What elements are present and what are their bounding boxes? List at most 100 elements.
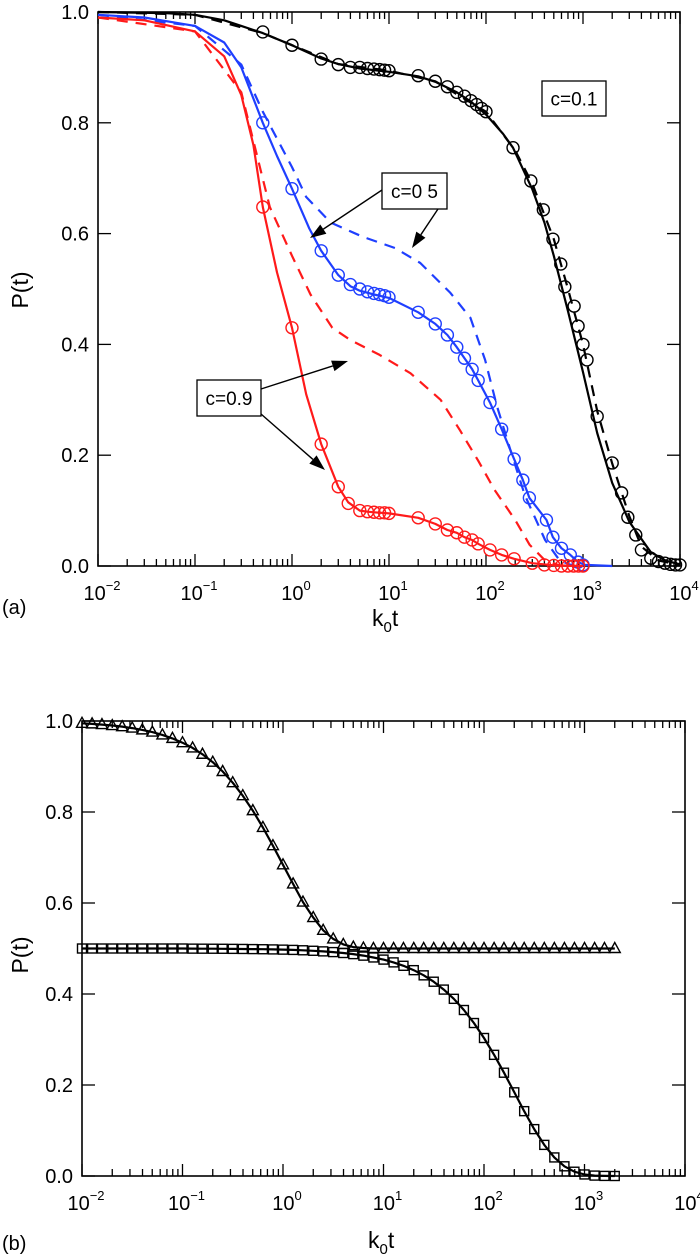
triangle-marker <box>276 857 290 870</box>
series-c01-solid <box>97 10 681 566</box>
x-tick-label: 104 <box>669 578 698 605</box>
triangle-marker <box>557 941 572 954</box>
triangle-marker <box>356 940 371 953</box>
line-c05-solid <box>97 13 613 568</box>
triangle-marker <box>497 941 511 954</box>
square-marker <box>569 1166 580 1177</box>
x-tick-exponent: 4 <box>692 578 699 593</box>
square-marker <box>478 1032 490 1044</box>
square-marker <box>609 1170 620 1182</box>
y-tick-label: 0.6 <box>61 224 89 246</box>
circle-marker <box>590 409 604 424</box>
x-tick-base: 10 <box>168 1193 190 1215</box>
panel-b: (b) P(t) k0t 10−210−11001011021031040.00… <box>2 711 700 1258</box>
triangle-marker <box>165 730 180 744</box>
triangle-marker <box>326 931 340 944</box>
triangle-marker <box>296 894 310 907</box>
square-marker <box>317 946 329 957</box>
circle-marker <box>411 511 425 525</box>
annotation-0: c=0.1 <box>541 80 607 117</box>
triangle-marker <box>256 820 270 833</box>
square-marker <box>187 943 198 954</box>
triangle-marker <box>246 803 260 816</box>
series-squares <box>76 943 620 1182</box>
triangle-marker <box>206 754 220 767</box>
circle-marker <box>605 456 619 470</box>
x-title-main: k <box>368 1227 380 1253</box>
arrow-head-icon <box>412 231 426 248</box>
triangle-marker <box>145 724 160 737</box>
triangle-marker <box>95 717 109 730</box>
circle-marker <box>483 543 497 557</box>
triangle-marker <box>587 941 602 954</box>
circle-marker <box>331 480 345 494</box>
circle-marker <box>546 530 560 544</box>
square-marker <box>368 952 379 963</box>
x-tick-base: 10 <box>473 1193 495 1215</box>
line-squares <box>82 947 615 1178</box>
square-marker <box>207 943 218 954</box>
square-marker <box>76 943 88 954</box>
x-tick-base: 10 <box>669 583 691 605</box>
square-marker <box>297 945 309 956</box>
x-tick-label: 101 <box>378 578 407 605</box>
annotation-label: c=0.1 <box>550 90 597 111</box>
triangle-marker <box>477 941 491 954</box>
circle-marker <box>256 200 270 214</box>
circle-marker <box>479 105 493 119</box>
circle-marker <box>465 362 479 377</box>
annotation-1: c=0 5 <box>310 172 448 248</box>
square-marker <box>559 1161 570 1172</box>
x-title-sub: 0 <box>384 619 392 636</box>
triangle-marker <box>537 941 551 954</box>
triangle-marker <box>407 941 421 954</box>
arrow-line <box>420 208 439 236</box>
triangle-marker <box>346 939 361 952</box>
square-marker <box>237 943 248 955</box>
circle-marker <box>353 282 367 296</box>
x-tick-label: 103 <box>574 1188 603 1215</box>
circle-marker <box>372 62 387 77</box>
arrow-head-icon <box>331 360 348 372</box>
circle-marker <box>634 543 649 557</box>
square-marker <box>116 943 128 954</box>
circle-marker <box>450 85 464 100</box>
circle-marker <box>539 513 554 527</box>
triangle-marker <box>467 941 481 954</box>
y-tick-label: 1.0 <box>61 2 89 24</box>
circle-marker <box>644 551 658 565</box>
annotation-2: c=0.9 <box>196 360 348 470</box>
arrow-head-icon <box>310 224 327 238</box>
series-c05-solid <box>97 13 613 568</box>
x-tick-exponent: −1 <box>190 1188 205 1203</box>
arrow-line <box>260 413 314 460</box>
triangle-marker <box>236 788 250 801</box>
circle-marker <box>372 506 387 520</box>
x-tick-label: 104 <box>674 1188 700 1215</box>
x-tick-base: 10 <box>572 583 594 605</box>
triangle-marker <box>597 941 612 954</box>
triangle-marker <box>85 716 99 729</box>
circle-marker <box>567 299 581 313</box>
square-marker <box>388 957 399 968</box>
circle-marker <box>314 244 328 258</box>
triangle-marker <box>416 941 431 954</box>
triangle-marker <box>437 941 451 954</box>
x-tick-base: 10 <box>272 1193 294 1215</box>
circle-marker <box>450 526 464 540</box>
triangle-marker <box>577 941 592 954</box>
square-marker <box>227 943 238 955</box>
triangle-marker <box>175 735 190 748</box>
square-marker <box>438 984 449 995</box>
circle-marker <box>571 559 586 573</box>
circle-marker <box>457 530 472 544</box>
circle-marker <box>256 25 270 39</box>
square-marker <box>378 954 389 965</box>
circle-marker <box>367 505 381 519</box>
square-marker <box>197 943 208 954</box>
x-tick-label: 100 <box>272 1188 301 1215</box>
x-tick-base: 10 <box>281 583 303 605</box>
circle-marker <box>554 257 568 271</box>
panel-b-y-axis-title: P(t) <box>7 936 33 973</box>
square-marker <box>488 1049 500 1061</box>
